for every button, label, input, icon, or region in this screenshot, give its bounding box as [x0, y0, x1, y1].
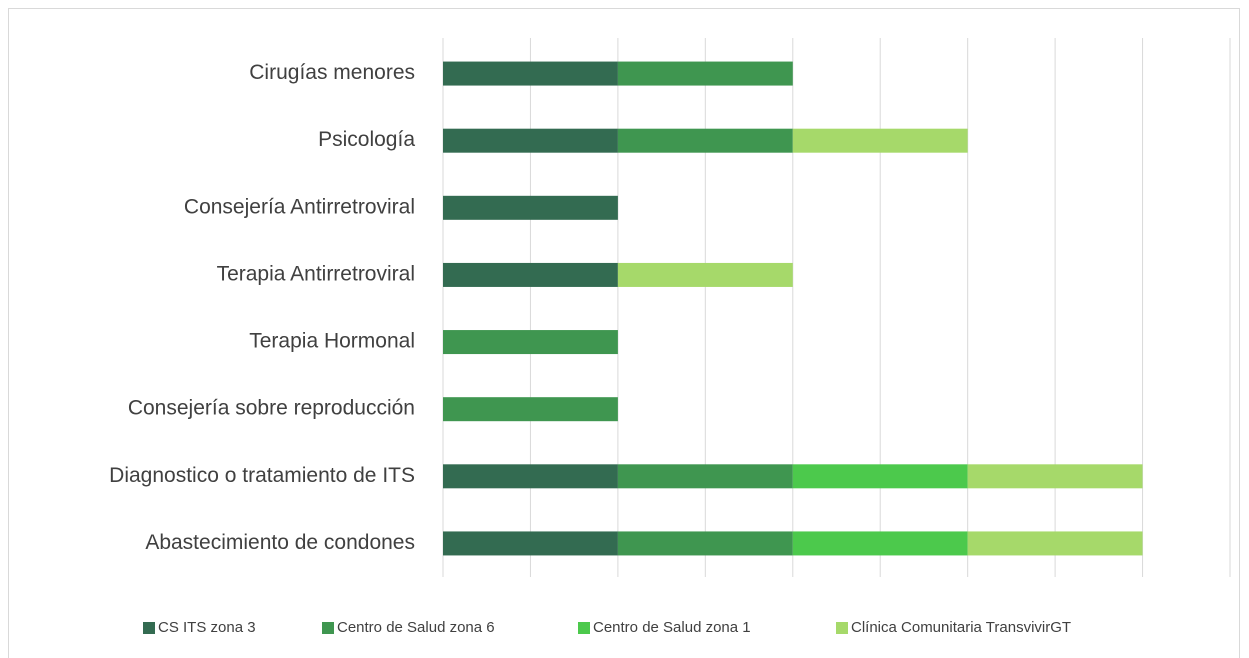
y-tick-label: Consejería sobre reproducción [128, 397, 415, 420]
y-tick-label: Terapia Hormonal [249, 330, 415, 353]
bar-segment [617, 464, 793, 489]
bar-segment [443, 128, 618, 153]
y-tick-label: Psicología [318, 128, 415, 151]
legend-label: Clínica Comunitaria TransvivirGT [851, 619, 1071, 636]
y-tick-label: Cirugías menores [249, 61, 415, 84]
y-tick-label: Diagnostico o tratamiento de ITS [109, 464, 415, 487]
bar-segment [443, 262, 618, 287]
bar-segment [792, 128, 968, 153]
bar-segment [617, 61, 793, 86]
bar-segment [967, 531, 1143, 556]
bar-segment [792, 464, 968, 489]
bar-segment [617, 531, 793, 556]
bar-segment [792, 531, 968, 556]
y-tick-label: Consejería Antirretroviral [184, 195, 415, 218]
bar-segment [617, 262, 793, 287]
bar-segment [443, 195, 618, 220]
legend-label: CS ITS zona 3 [158, 619, 256, 636]
legend-swatch [836, 622, 848, 634]
bar-segment [443, 61, 618, 86]
bar-segment [443, 464, 618, 489]
legend-swatch [143, 622, 155, 634]
legend-swatch [322, 622, 334, 634]
chart-border [8, 8, 1240, 658]
bar-segment [443, 531, 618, 556]
legend-label: Centro de Salud zona 1 [593, 619, 751, 636]
legend-swatch [578, 622, 590, 634]
bar-segment [443, 330, 618, 355]
y-tick-label: Terapia Antirretroviral [217, 262, 415, 285]
legend-label: Centro de Salud zona 6 [337, 619, 495, 636]
bar-segment [443, 397, 618, 422]
y-tick-label: Abastecimiento de condones [145, 531, 415, 554]
bar-segment [617, 128, 793, 153]
bar-segment [967, 464, 1143, 489]
